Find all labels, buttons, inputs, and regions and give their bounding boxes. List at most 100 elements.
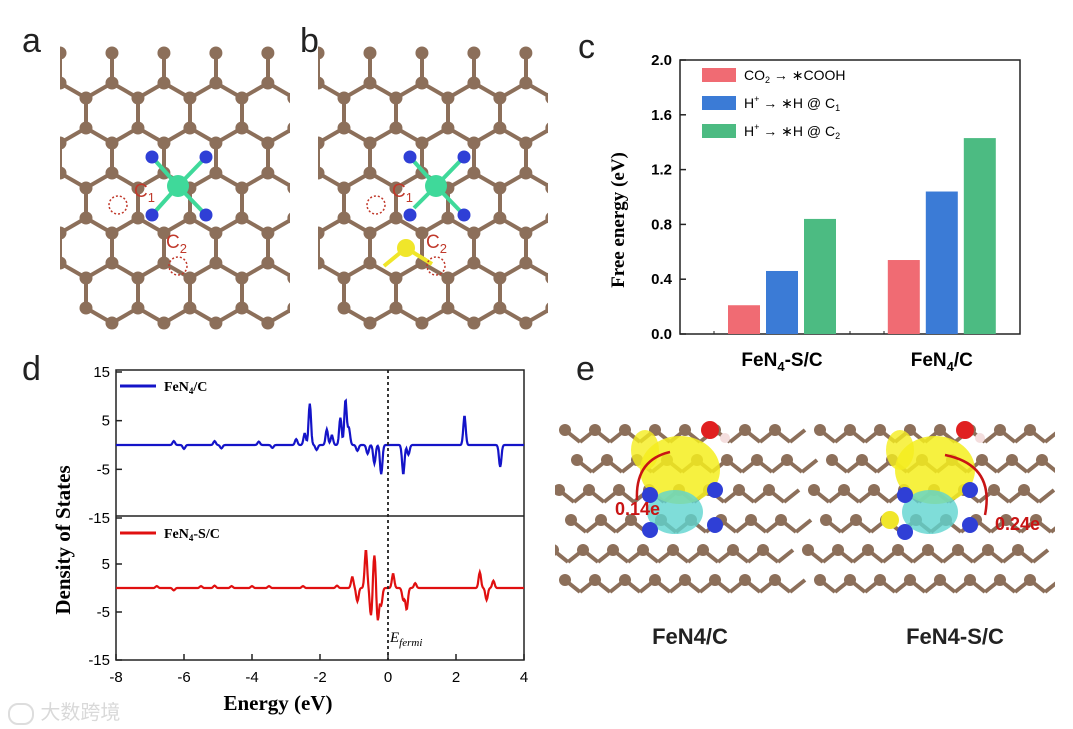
carbon-bond xyxy=(1037,488,1055,504)
carbon-atom xyxy=(79,121,93,135)
carbon-atom xyxy=(649,574,661,586)
site-c1-marker xyxy=(108,195,128,215)
carbon-bond xyxy=(788,428,807,444)
x-tick-label: 0 xyxy=(384,669,392,686)
carbon-bond xyxy=(1031,548,1050,564)
y-tick-label: 5 xyxy=(102,413,110,430)
carbon-atom xyxy=(209,226,223,240)
carbon-atom xyxy=(1006,454,1018,466)
carbon-atom xyxy=(261,166,275,180)
carbon-atom xyxy=(493,301,507,315)
carbon-atom xyxy=(415,76,429,90)
y-tick-label: 15 xyxy=(93,364,110,381)
carbon-atom xyxy=(79,91,93,105)
carbon-atom xyxy=(559,574,571,586)
carbon-atom xyxy=(363,166,377,180)
carbon-atom xyxy=(571,454,583,466)
carbon-atom xyxy=(493,181,507,195)
oxygen-atom xyxy=(956,421,974,439)
legend-label-h-c1: H+ → ∗H @ C1 xyxy=(744,94,840,113)
nitrogen-atom xyxy=(707,517,723,533)
carbon-atom xyxy=(183,301,197,315)
carbon-atom xyxy=(1018,484,1030,496)
carbon-atom xyxy=(261,226,275,240)
carbon-atom xyxy=(467,256,481,270)
x-tick-label: -2 xyxy=(313,669,326,686)
carbon-atom xyxy=(976,454,988,466)
carbon-atom xyxy=(337,271,351,285)
carbon-bond xyxy=(1043,431,1055,444)
chart-axes: 0.0 0.4 0.8 1.2 1.6 2.0 FeN4-S/C FeN4/C xyxy=(651,52,1021,374)
nitrogen-atom xyxy=(457,150,471,164)
nitrogen-atom xyxy=(642,522,658,538)
carbon-atom xyxy=(337,121,351,135)
nitrogen-atom xyxy=(145,208,159,222)
carbon-atom xyxy=(287,122,290,134)
legend-label-h-c2: H+ → ∗H @ C2 xyxy=(744,122,840,141)
carbon-atom xyxy=(235,181,249,195)
free-energy-bar-chart: 0.0 0.4 0.8 1.2 1.6 2.0 FeN4-S/C FeN4/C CO2 → ∗… xyxy=(608,52,1021,374)
carbon-atom xyxy=(1024,424,1036,436)
carbon-atom xyxy=(363,256,377,270)
carbon-atom xyxy=(131,181,145,195)
x-tick-label: -8 xyxy=(109,669,122,686)
carbon-atom xyxy=(131,91,145,105)
carbon-atom xyxy=(1000,514,1012,526)
carbon-atom xyxy=(209,166,223,180)
chart-bars xyxy=(728,138,996,334)
carbon-atom xyxy=(318,256,325,270)
carbon-atom xyxy=(157,76,171,90)
carbon-atom xyxy=(415,136,429,150)
carbon-atom xyxy=(619,424,631,436)
nitrogen-atom xyxy=(897,487,913,503)
nitrogen-atom xyxy=(403,208,417,222)
carbon-atom xyxy=(874,574,886,586)
site-c2-marker xyxy=(426,256,446,276)
carbon-atom xyxy=(555,544,559,556)
charge-transfer-label: 0.14e xyxy=(615,499,660,519)
carbon-atom xyxy=(235,301,249,315)
carbon-atom xyxy=(565,514,577,526)
label-fen4sc: FeN4-S/C xyxy=(906,624,1004,649)
carbon-atom xyxy=(157,256,171,270)
carbon-bond xyxy=(788,578,807,594)
iron-atom xyxy=(425,175,447,197)
y-tick-label: -5 xyxy=(97,461,110,478)
panel-letter-c: c xyxy=(578,28,595,66)
charge-transfer-arrow xyxy=(635,450,671,501)
carbon-atom xyxy=(318,226,325,240)
carbon-atom xyxy=(287,302,290,314)
carbon-bond xyxy=(800,458,819,474)
panel-letter-e: e xyxy=(576,350,595,388)
carbon-atom xyxy=(318,166,325,180)
panel-letter-a: a xyxy=(22,22,41,60)
x-axis-label: Energy (eV) xyxy=(223,691,332,715)
carbon-atom xyxy=(493,211,507,225)
oxygen-atom xyxy=(701,421,719,439)
yellow-isosurface xyxy=(886,430,914,470)
carbon-atom xyxy=(775,514,787,526)
carbon-atom xyxy=(441,271,455,285)
carbon-atom xyxy=(589,574,601,586)
carbon-atom xyxy=(808,484,820,496)
site-c1-label: C1 xyxy=(392,181,413,205)
carbon-atom xyxy=(209,76,223,90)
carbon-atom xyxy=(287,272,290,284)
carbon-atom xyxy=(105,46,119,60)
carbon-atom xyxy=(820,514,832,526)
carbon-atom xyxy=(637,544,649,556)
plot-frame xyxy=(115,369,525,661)
carbon-atom xyxy=(679,574,691,586)
carbon-atom xyxy=(337,211,351,225)
carbon-atom xyxy=(337,91,351,105)
bar xyxy=(804,218,836,334)
nitrogen-atom xyxy=(457,208,471,222)
x-tick-label: FeN4-S/C xyxy=(741,350,822,374)
carbon-bond xyxy=(1043,581,1055,594)
carbon-atom xyxy=(850,514,862,526)
legend-top: FeN4/C xyxy=(120,380,207,396)
dos-curve xyxy=(116,550,524,621)
site-c2-label: C2 xyxy=(166,232,187,256)
carbon-atom xyxy=(545,272,548,284)
legend-swatch-red xyxy=(702,68,736,82)
